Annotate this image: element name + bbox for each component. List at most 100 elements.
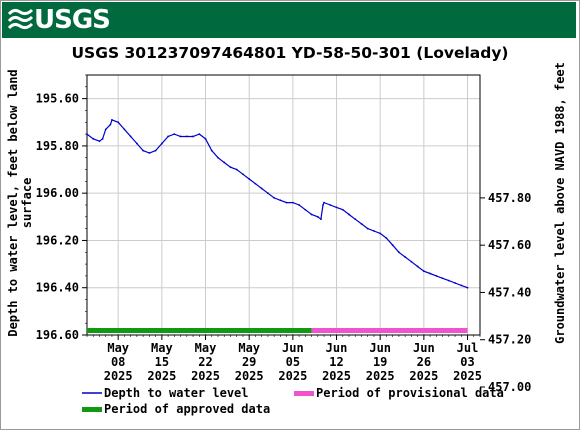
- data-point: [379, 232, 382, 235]
- data-point: [254, 182, 257, 185]
- y-left-tick-label: 196.20: [36, 233, 79, 247]
- data-point: [198, 133, 201, 135]
- data-point: [101, 137, 104, 140]
- x-tick-label: 2025: [104, 369, 133, 383]
- data-point: [210, 149, 213, 152]
- data-point: [366, 227, 369, 230]
- data-point: [404, 256, 407, 258]
- data-point: [304, 208, 307, 211]
- x-tick-label: 2025: [147, 369, 176, 383]
- data-point: [429, 272, 431, 275]
- data-point: [92, 137, 95, 140]
- y-left-axis-label: Depth to water level, feet below land: [6, 69, 20, 336]
- usgs-wave-icon: [8, 8, 34, 30]
- data-point: [204, 137, 207, 140]
- y-left-tick-label: 195.80: [36, 139, 79, 153]
- y-right-tick-label: 457.00: [488, 380, 531, 394]
- chart-title: USGS 301237097464801 YD-58-50-301 (Lovel…: [71, 44, 509, 62]
- data-point: [320, 218, 322, 221]
- data-point: [136, 142, 138, 145]
- legend-provisional-swatch: [294, 391, 314, 396]
- x-tick-label: 03: [460, 355, 474, 369]
- data-point: [391, 244, 394, 247]
- data-point: [398, 251, 400, 254]
- y-left-tick-label: 195.60: [36, 92, 79, 106]
- data-point: [273, 197, 276, 199]
- x-tick-label: 15: [155, 355, 169, 369]
- data-point: [410, 260, 413, 263]
- data-point: [129, 135, 132, 138]
- x-tick-label: 26: [417, 355, 431, 369]
- data-point: [217, 156, 219, 159]
- data-point: [454, 282, 456, 284]
- data-point: [279, 199, 282, 202]
- legend-line-swatch: [82, 392, 102, 394]
- data-point: [86, 133, 88, 135]
- data-point: [360, 223, 363, 225]
- x-tick-label: May: [195, 341, 217, 355]
- data-point: [104, 128, 107, 131]
- x-tick-label: 08: [111, 355, 125, 369]
- y-right-tick-label: 457.20: [488, 333, 531, 347]
- data-point: [123, 128, 126, 131]
- data-point: [242, 173, 244, 176]
- data-point: [235, 168, 238, 171]
- data-point: [341, 208, 344, 211]
- data-point: [310, 213, 313, 216]
- x-tick-label: 2025: [409, 369, 438, 383]
- data-point: [154, 149, 157, 152]
- data-point: [148, 152, 151, 154]
- legend-approved-swatch: [82, 407, 102, 412]
- x-tick-label: 22: [198, 355, 212, 369]
- data-point: [185, 135, 188, 138]
- data-point: [447, 279, 450, 282]
- y-left-axis-label-line2: surface: [20, 178, 34, 229]
- data-point: [329, 204, 332, 206]
- y-right-axis-label: Groundwater level above NAVD 1988, feet: [553, 62, 567, 344]
- x-tick-label: 19: [373, 355, 387, 369]
- x-tick-label: May: [238, 341, 260, 355]
- data-point: [229, 166, 232, 169]
- data-point: [291, 201, 294, 204]
- data-point: [348, 213, 350, 216]
- x-tick-label: 2025: [322, 369, 351, 383]
- data-point: [285, 201, 288, 204]
- x-tick-label: 2025: [453, 369, 482, 383]
- x-tick-label: Jun: [369, 341, 391, 355]
- x-tick-label: 2025: [235, 369, 264, 383]
- data-point: [441, 277, 444, 280]
- x-tick-label: Jun: [282, 341, 304, 355]
- data-point: [298, 204, 300, 206]
- data-point: [173, 133, 176, 135]
- data-point: [223, 161, 226, 164]
- data-point: [117, 121, 120, 124]
- data-point: [323, 201, 325, 204]
- series-line-depth: [86, 119, 468, 289]
- data-point: [160, 142, 163, 145]
- data-point: [373, 230, 375, 232]
- y-right-tick-label: 457.40: [488, 285, 531, 299]
- data-point: [385, 237, 388, 239]
- data-point: [435, 275, 438, 277]
- x-tick-label: 2025: [278, 369, 307, 383]
- data-point: [466, 286, 469, 289]
- data-point: [354, 218, 357, 221]
- data-point: [316, 215, 319, 218]
- provisional-period-bar: [311, 328, 468, 333]
- x-tick-label: 12: [329, 355, 343, 369]
- plot-border: [86, 74, 481, 336]
- data-point: [416, 265, 419, 268]
- x-tick-label: 2025: [191, 369, 220, 383]
- data-point: [322, 204, 324, 206]
- data-point: [192, 135, 194, 138]
- y-left-tick-label: 196.00: [36, 186, 79, 200]
- legend-series-label: Depth to water level: [104, 386, 249, 400]
- y-left-tick-label: 196.60: [36, 328, 79, 342]
- data-point: [109, 123, 112, 126]
- data-point: [111, 119, 113, 121]
- approved-period-bar: [87, 328, 312, 333]
- data-point: [98, 140, 101, 143]
- data-point: [142, 149, 145, 152]
